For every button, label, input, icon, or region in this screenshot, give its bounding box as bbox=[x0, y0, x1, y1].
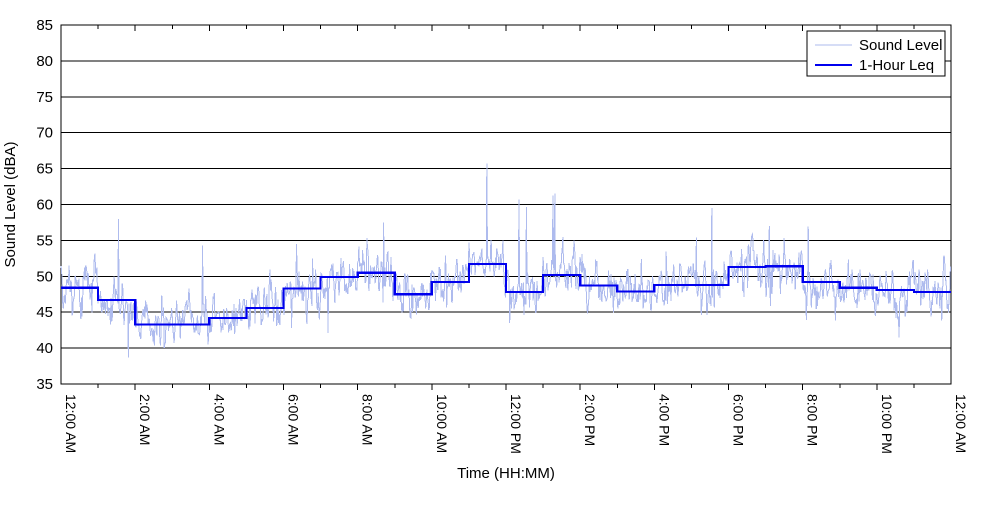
svg-text:45: 45 bbox=[36, 304, 53, 321]
svg-text:2:00 PM: 2:00 PM bbox=[582, 394, 598, 446]
svg-text:10:00 PM: 10:00 PM bbox=[879, 394, 895, 454]
svg-text:50: 50 bbox=[36, 268, 53, 285]
svg-text:6:00 PM: 6:00 PM bbox=[731, 394, 747, 446]
svg-text:4:00 AM: 4:00 AM bbox=[211, 394, 227, 445]
svg-text:Sound Level (dBA): Sound Level (dBA) bbox=[2, 142, 19, 268]
svg-text:12:00 PM: 12:00 PM bbox=[508, 394, 524, 454]
svg-text:85: 85 bbox=[36, 17, 53, 34]
svg-text:Sound Level: Sound Level bbox=[859, 37, 942, 54]
svg-text:35: 35 bbox=[36, 376, 53, 393]
svg-text:80: 80 bbox=[36, 53, 53, 70]
svg-text:75: 75 bbox=[36, 89, 53, 106]
svg-text:55: 55 bbox=[36, 232, 53, 249]
svg-text:12:00 AM: 12:00 AM bbox=[63, 394, 79, 453]
svg-text:12:00 AM: 12:00 AM bbox=[953, 394, 969, 453]
svg-text:1-Hour Leq: 1-Hour Leq bbox=[859, 57, 934, 74]
svg-text:10:00 AM: 10:00 AM bbox=[434, 394, 450, 453]
svg-text:6:00 AM: 6:00 AM bbox=[286, 394, 302, 445]
svg-text:40: 40 bbox=[36, 340, 53, 357]
svg-text:4:00 PM: 4:00 PM bbox=[656, 394, 672, 446]
svg-text:8:00 AM: 8:00 AM bbox=[360, 394, 376, 445]
svg-text:60: 60 bbox=[36, 197, 53, 214]
svg-text:65: 65 bbox=[36, 161, 53, 178]
svg-text:70: 70 bbox=[36, 125, 53, 142]
svg-text:2:00 AM: 2:00 AM bbox=[137, 394, 153, 445]
svg-text:Time (HH:MM): Time (HH:MM) bbox=[457, 465, 555, 482]
svg-text:8:00 PM: 8:00 PM bbox=[805, 394, 821, 446]
